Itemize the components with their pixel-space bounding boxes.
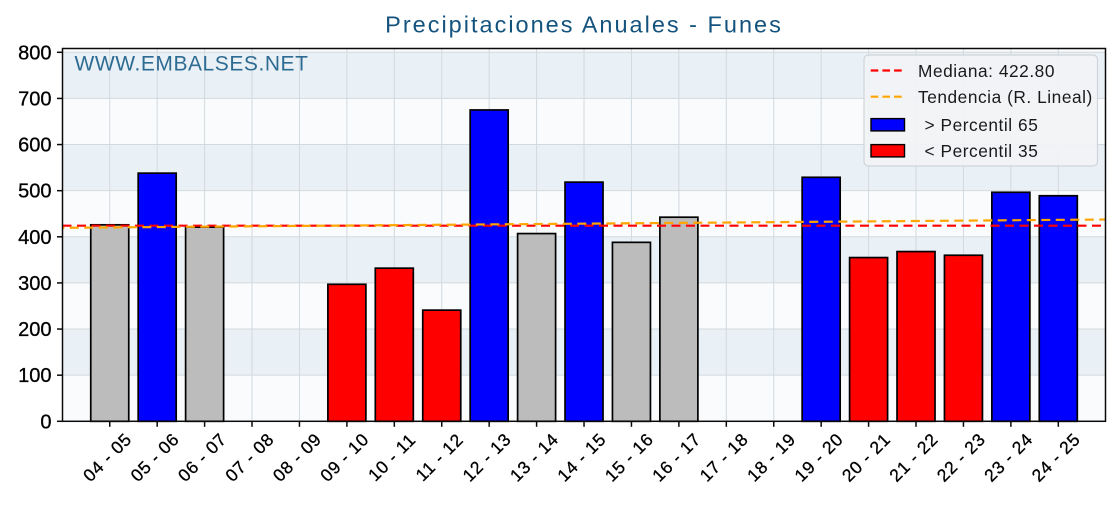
svg-text:700: 700 — [18, 88, 51, 110]
svg-text:Mediana: 422.80: Mediana: 422.80 — [918, 61, 1055, 81]
svg-text:Tendencia (R. Lineal): Tendencia (R. Lineal) — [918, 87, 1093, 107]
svg-text:Precipitaciones Anuales - Fune: Precipitaciones Anuales - Funes — [385, 12, 783, 38]
svg-text:600: 600 — [18, 135, 51, 157]
svg-text:100: 100 — [18, 365, 51, 387]
svg-text:> Percentil 65: > Percentil 65 — [925, 115, 1039, 135]
svg-text:200: 200 — [18, 319, 51, 341]
svg-text:WWW.EMBALSES.NET: WWW.EMBALSES.NET — [75, 53, 309, 76]
svg-text:400: 400 — [18, 227, 51, 249]
svg-text:300: 300 — [18, 273, 51, 295]
svg-text:800: 800 — [18, 42, 51, 64]
svg-text:0: 0 — [40, 411, 51, 433]
svg-text:< Percentil 35: < Percentil 35 — [925, 141, 1039, 161]
svg-text:500: 500 — [18, 181, 51, 203]
